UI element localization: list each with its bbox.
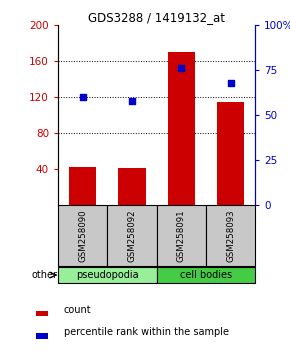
Title: GDS3288 / 1419132_at: GDS3288 / 1419132_at (88, 11, 225, 24)
Bar (58, 267, 157, 283)
Text: GSM258091: GSM258091 (177, 209, 186, 262)
Bar (217, 102, 244, 205)
Bar (36, 310, 48, 316)
Bar (157, 205, 206, 266)
Text: other: other (31, 270, 57, 280)
Text: GSM258093: GSM258093 (226, 209, 235, 262)
Point (179, 65, 184, 71)
Point (130, 98, 134, 103)
Bar (206, 205, 255, 266)
Text: count: count (64, 305, 91, 315)
Bar (168, 52, 195, 205)
Bar (58, 205, 107, 266)
Bar (69, 167, 96, 205)
Bar (36, 333, 48, 339)
Text: percentile rank within the sample: percentile rank within the sample (64, 327, 229, 337)
Bar (118, 168, 146, 205)
Bar (157, 267, 255, 283)
Text: GSM258092: GSM258092 (127, 209, 137, 262)
Text: cell bodies: cell bodies (180, 270, 232, 280)
Text: pseudopodia: pseudopodia (76, 270, 139, 280)
Point (228, 80, 233, 85)
Bar (107, 205, 157, 266)
Point (80, 94, 85, 100)
Text: GSM258090: GSM258090 (78, 209, 87, 262)
